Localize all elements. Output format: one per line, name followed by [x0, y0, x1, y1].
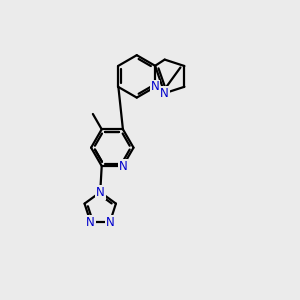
- Text: N: N: [96, 186, 105, 199]
- Text: N: N: [106, 215, 114, 229]
- Text: N: N: [118, 160, 127, 172]
- Text: N: N: [86, 215, 95, 229]
- Text: N: N: [160, 87, 169, 100]
- Text: N: N: [151, 80, 160, 94]
